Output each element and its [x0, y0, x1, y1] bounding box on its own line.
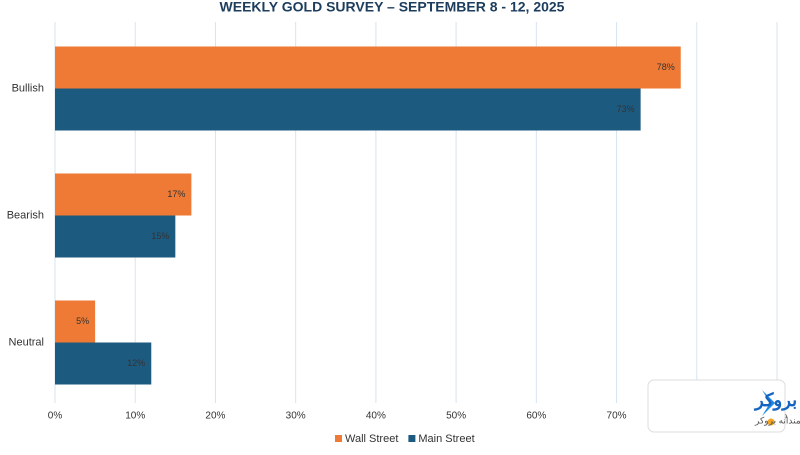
- y-tick-label: Neutral: [9, 336, 44, 348]
- value-label: 5%: [76, 316, 89, 326]
- legend-label: Main Street: [418, 433, 474, 445]
- legend-label: Wall Street: [345, 433, 398, 445]
- x-tick-label: 20%: [205, 411, 225, 422]
- x-tick-label: 40%: [366, 411, 386, 422]
- watermark-brand: کدام بروکر: [753, 390, 800, 411]
- x-tick-label: 60%: [526, 411, 546, 422]
- x-tick-label: 30%: [286, 411, 306, 422]
- value-label: 17%: [167, 189, 185, 199]
- x-tick-label: 10%: [125, 411, 145, 422]
- legend-swatch: [335, 435, 342, 442]
- watermark: کدام بروکر انتخاب هوشمندانه بروکر: [647, 379, 800, 433]
- bar: [55, 215, 176, 258]
- bar: [55, 88, 641, 131]
- legend-swatch: [408, 435, 416, 442]
- y-tick-label: Bullish: [12, 82, 44, 94]
- value-label: 12%: [127, 358, 145, 368]
- x-tick-label: 50%: [446, 411, 466, 422]
- chart-title: WEEKLY GOLD SURVEY – SEPTEMBER 8 - 12, 2…: [220, 0, 565, 15]
- bar: [55, 173, 192, 216]
- bar: [55, 46, 681, 89]
- value-label: 73%: [617, 104, 635, 114]
- y-tick-label: Bearish: [7, 209, 44, 221]
- watermark-box: [647, 379, 786, 433]
- watermark-tagline: انتخاب هوشمندانه بروکر: [754, 415, 800, 426]
- bar: [55, 342, 152, 385]
- watermark-logo: [762, 390, 775, 416]
- value-label: 15%: [151, 231, 169, 241]
- x-tick-label: 0%: [48, 411, 63, 422]
- x-tick-label: 70%: [607, 411, 627, 422]
- watermark-dot: [767, 418, 775, 426]
- plot-area: 0%10%20%30%40%50%60%70%80%90%Bullish78%7…: [7, 22, 787, 445]
- bar: [55, 300, 96, 343]
- value-label: 78%: [657, 62, 675, 72]
